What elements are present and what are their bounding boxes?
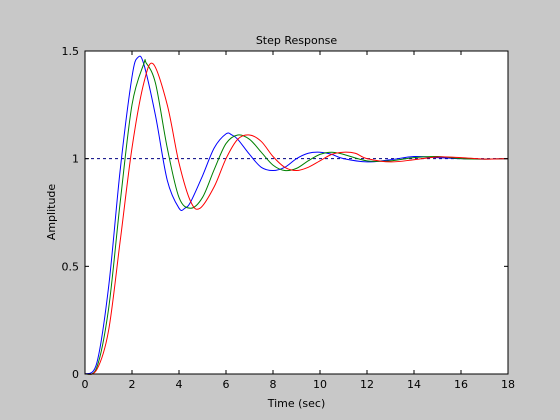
y-tick-label: 0 xyxy=(72,368,79,381)
series-line-2 xyxy=(84,59,509,375)
x-tick-label: 8 xyxy=(270,378,277,391)
ticks-layer: 0 2 4 6 8 10 12 14 16 18 0 0.5 1 1.5 xyxy=(62,45,516,391)
x-tick-label: 14 xyxy=(407,378,421,391)
y-tick-label: 0.5 xyxy=(62,260,80,273)
x-tick-label: 18 xyxy=(501,378,515,391)
y-tick-label: 1 xyxy=(72,153,79,166)
y-axis-label: Amplitude xyxy=(45,184,58,241)
x-tick-label: 2 xyxy=(129,378,136,391)
x-tick-label: 4 xyxy=(176,378,183,391)
plot-frame xyxy=(84,50,509,375)
series-line-3 xyxy=(84,62,509,375)
chart-title: Step Response xyxy=(256,34,338,47)
x-tick-label: 6 xyxy=(223,378,230,391)
x-tick-label: 16 xyxy=(454,378,468,391)
x-tick-label: 0 xyxy=(82,378,89,391)
x-tick-label: 12 xyxy=(360,378,374,391)
plot-area xyxy=(85,51,508,374)
series-layer xyxy=(84,55,509,375)
x-tick-label: 10 xyxy=(313,378,327,391)
y-tick-label: 1.5 xyxy=(62,45,80,58)
x-axis-label: Time (sec) xyxy=(267,397,326,410)
